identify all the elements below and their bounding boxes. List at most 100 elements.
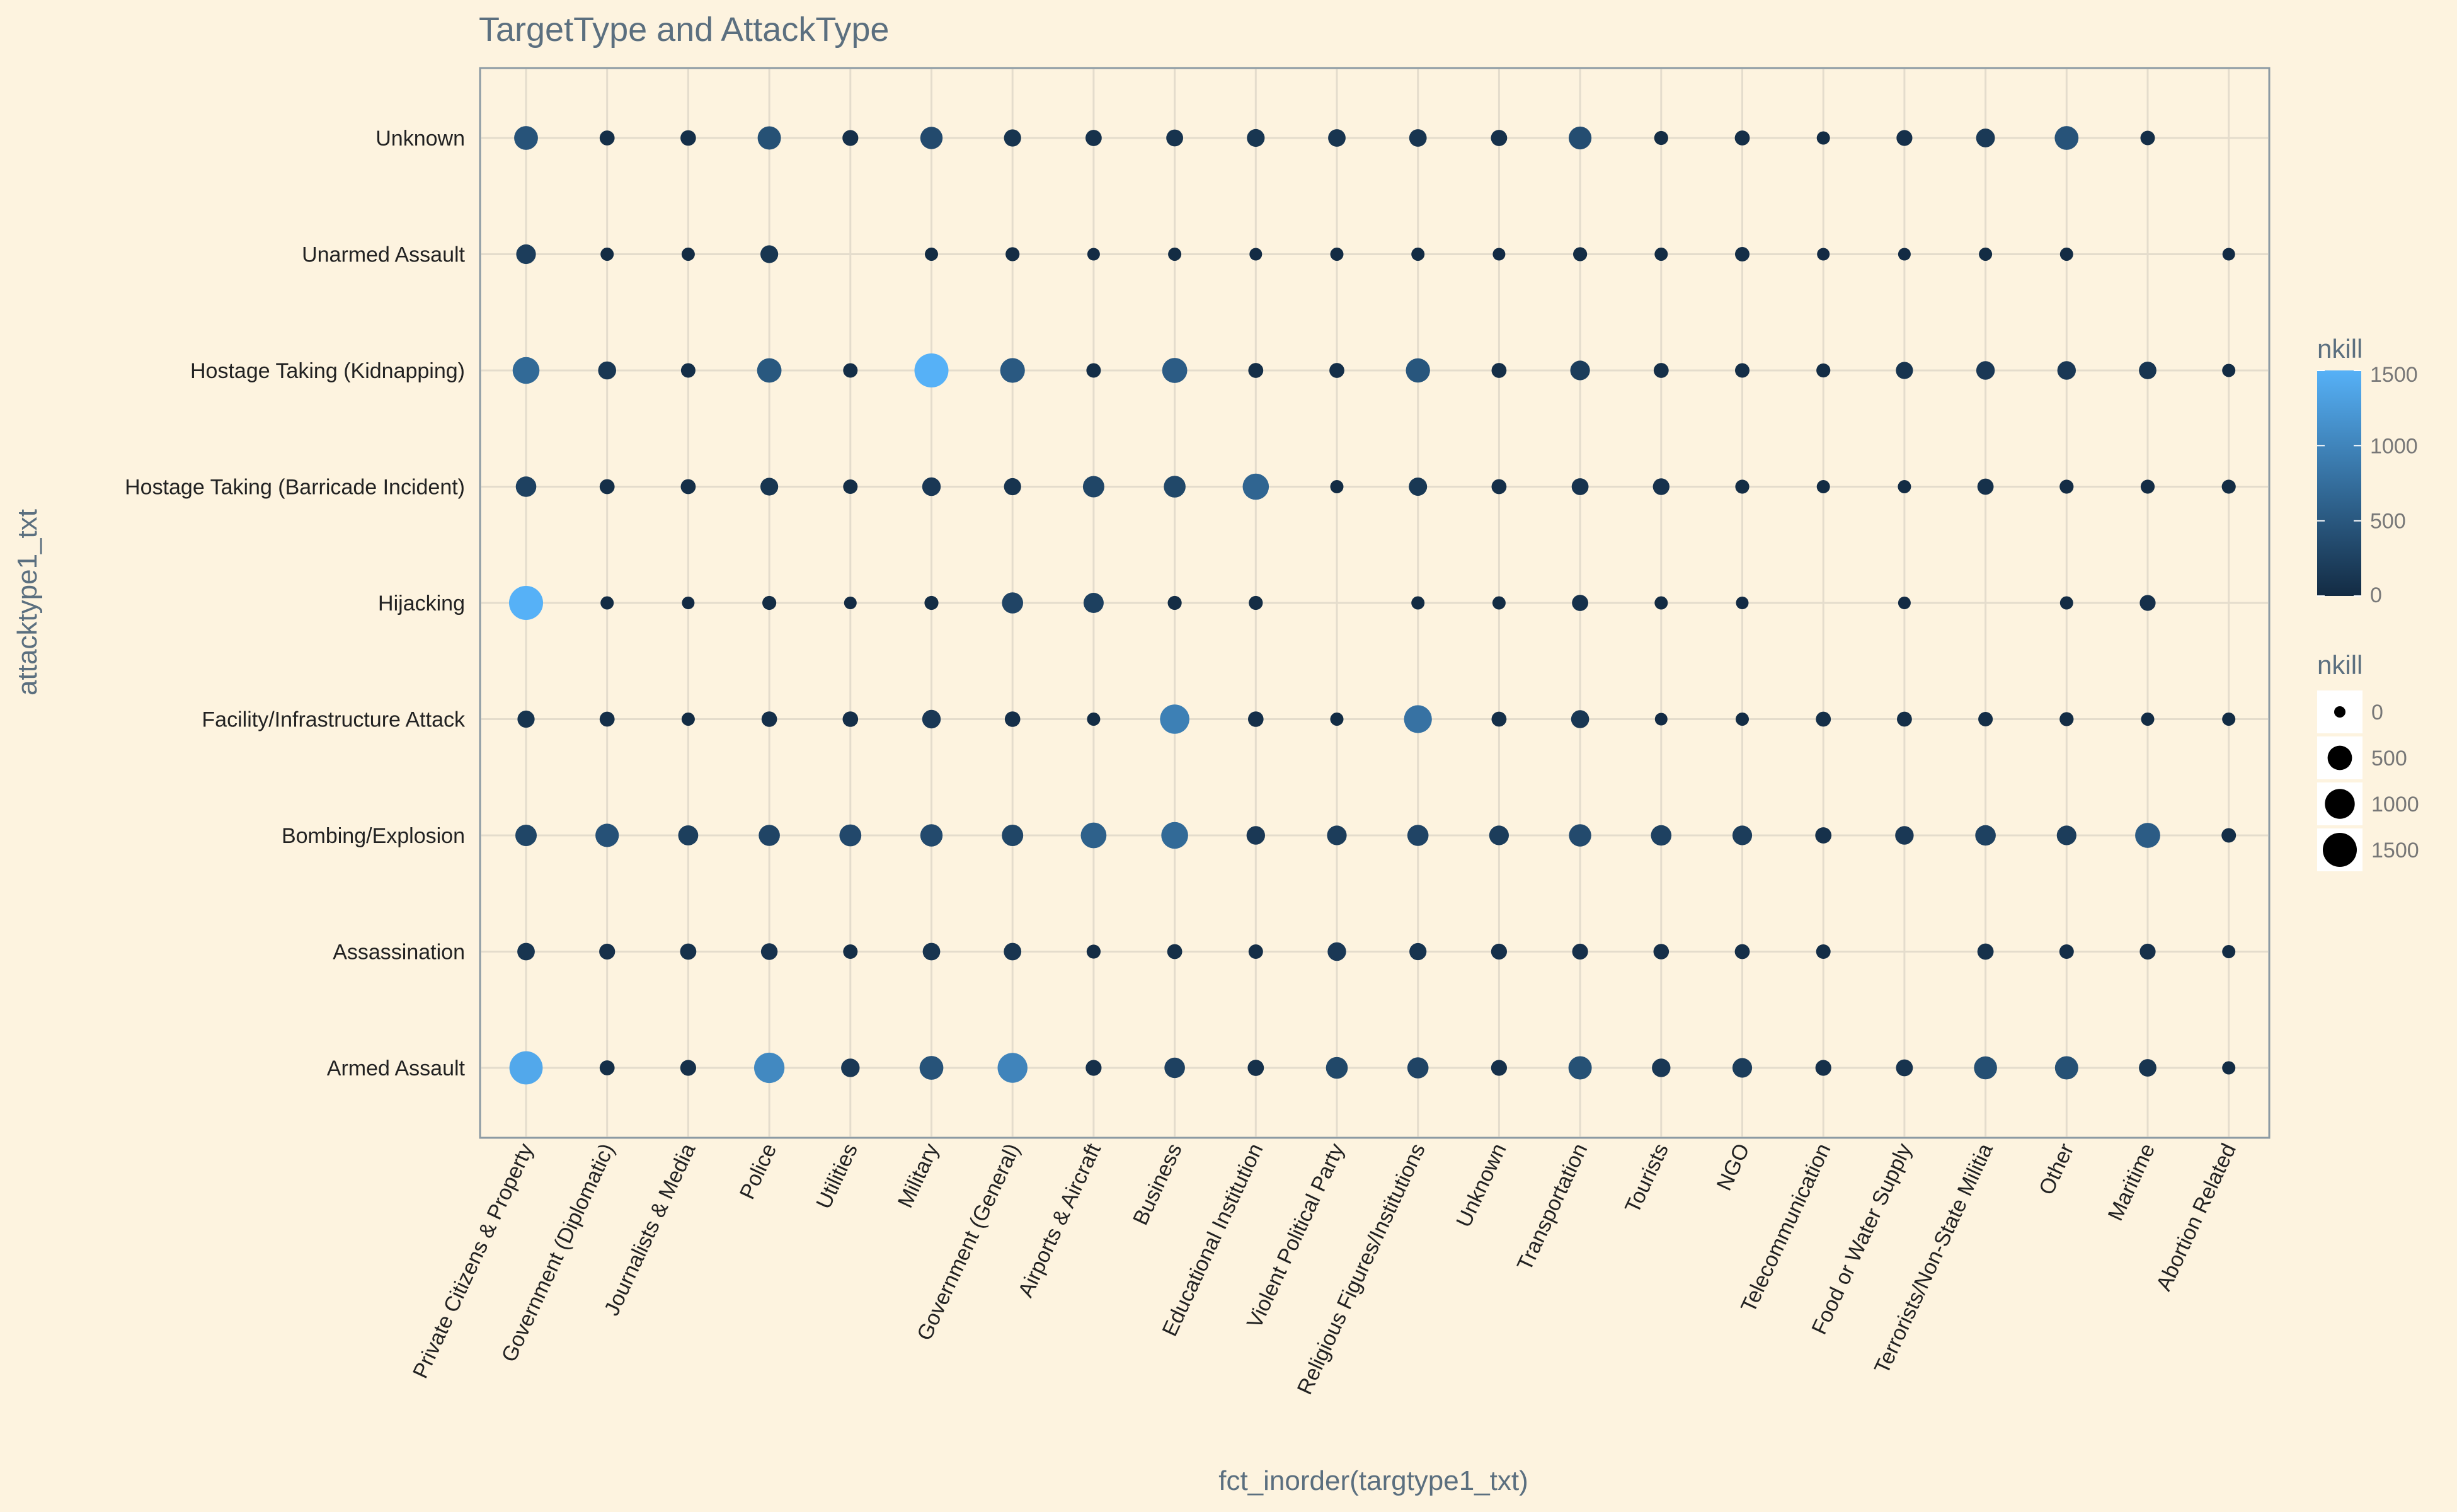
data-point (1898, 480, 1911, 493)
data-point (757, 358, 782, 383)
data-point (843, 944, 858, 959)
data-point (2222, 248, 2235, 261)
size-legend-key-dot (2334, 706, 2345, 718)
data-point (1248, 711, 1264, 727)
data-point (844, 597, 857, 609)
data-point (1167, 595, 1182, 610)
data-point (1976, 361, 1995, 380)
data-point (1329, 363, 1344, 378)
data-point (1491, 479, 1507, 495)
data-point (516, 244, 536, 265)
data-point (1085, 1060, 1102, 1076)
data-points (509, 126, 2236, 1085)
data-point (1005, 247, 1020, 261)
y-tick-label: Hostage Taking (Barricade Incident) (125, 476, 465, 500)
data-point (1246, 826, 1266, 845)
data-point (2222, 364, 2236, 377)
data-point (2056, 825, 2076, 845)
data-point (681, 713, 695, 726)
data-point (1327, 942, 1346, 961)
y-tick-label: Unknown (375, 127, 465, 151)
data-point (760, 478, 779, 496)
data-point (2059, 712, 2074, 726)
size-legend-key-label: 1000 (2371, 793, 2419, 816)
data-point (1083, 593, 1104, 613)
data-point (1571, 478, 1589, 495)
data-point (2141, 713, 2155, 726)
data-point (922, 942, 941, 961)
y-tick-label: Hostage Taking (Kidnapping) (190, 359, 465, 383)
data-point (842, 130, 859, 146)
data-point (919, 1056, 944, 1080)
data-point (1816, 480, 1830, 493)
data-point (922, 477, 941, 496)
data-point (1652, 1058, 1671, 1077)
data-point (1166, 129, 1183, 147)
data-point (1977, 478, 1994, 495)
data-point (595, 823, 619, 847)
y-tick-label: Unarmed Assault (302, 243, 465, 267)
data-point (1736, 713, 1749, 726)
color-legend-bar (2317, 370, 2361, 596)
data-point (1085, 130, 1102, 146)
data-point (514, 126, 538, 150)
data-point (1327, 825, 1347, 845)
size-legend-key-dot (2323, 833, 2357, 867)
data-point (600, 248, 614, 261)
data-point (1492, 596, 1506, 610)
data-point (1002, 592, 1023, 614)
data-point (842, 711, 859, 727)
data-point (1653, 363, 1669, 378)
data-point (920, 824, 943, 847)
data-point (1407, 825, 1429, 846)
data-point (599, 943, 616, 960)
color-legend-title: nkill (2317, 334, 2362, 364)
data-point (1898, 248, 1911, 261)
data-point (1654, 596, 1668, 610)
data-point (1651, 825, 1672, 846)
data-point (599, 711, 615, 727)
data-point (1735, 479, 1750, 494)
data-point (1735, 247, 1750, 261)
data-point (1569, 126, 1592, 150)
data-point (2140, 479, 2155, 494)
data-point (1162, 358, 1188, 383)
data-point (1242, 473, 1269, 500)
data-point (1654, 130, 1668, 146)
data-point (1489, 825, 1509, 845)
data-point (1895, 826, 1914, 845)
data-point (1573, 247, 1588, 261)
data-point (517, 942, 535, 961)
color-legend-tick-label: 1000 (2370, 434, 2418, 458)
data-point (1161, 822, 1188, 849)
data-point (515, 476, 537, 497)
data-point (1568, 1056, 1592, 1080)
data-point (843, 363, 858, 378)
data-point (1249, 248, 1263, 261)
y-axis-title: attacktype1_txt (12, 509, 43, 696)
data-point (1975, 825, 1996, 846)
data-point (1734, 130, 1750, 146)
data-point (762, 595, 777, 610)
data-point (1815, 1060, 1831, 1076)
data-point (1086, 363, 1101, 378)
data-point (1330, 248, 1344, 261)
data-point (1328, 129, 1346, 147)
data-point (1570, 360, 1590, 381)
size-legend-key-label: 1500 (2371, 839, 2419, 862)
data-point (1734, 944, 1750, 959)
data-point (1406, 358, 1430, 383)
size-legend: nkill 0 500 1000 1500 (2317, 650, 2419, 871)
y-tick-labels: Armed Assault Assassination Bombing/Explos… (125, 127, 466, 1080)
data-point (924, 595, 939, 610)
data-point (2139, 943, 2156, 960)
data-point (1247, 1060, 1264, 1076)
x-axis-title: fct_inorder(targtype1_txt) (1218, 1465, 1528, 1496)
data-point (1411, 248, 1425, 261)
data-point (839, 824, 862, 847)
y-tick-label: Armed Assault (327, 1057, 466, 1080)
data-point (1160, 704, 1189, 734)
data-point (1571, 710, 1589, 728)
color-legend-ticks: 1500 1000 500 0 (2317, 363, 2418, 607)
data-point (517, 710, 535, 728)
